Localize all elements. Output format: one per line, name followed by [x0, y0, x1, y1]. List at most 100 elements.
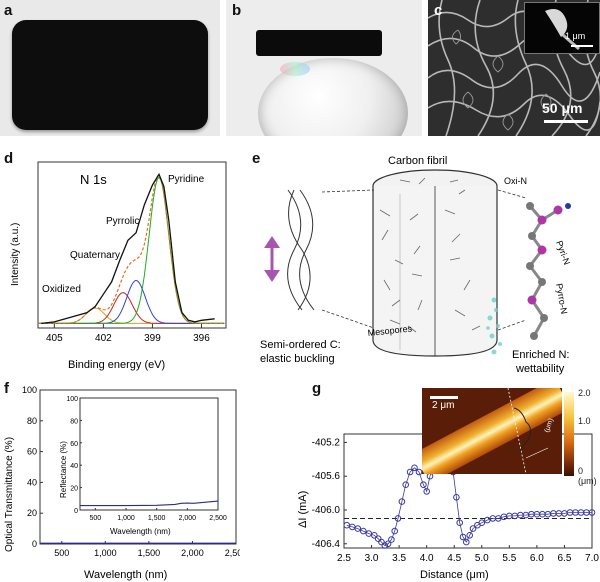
- sem-scale-text: 50 μm: [542, 100, 583, 116]
- g-data-point: [360, 527, 367, 535]
- sample-bar-on-bubble: [256, 30, 382, 56]
- xps-label-pyridine: Pyridine: [168, 174, 205, 185]
- ribbon-caption-1: Semi-ordered C:: [260, 339, 341, 351]
- buckling-arrow: [264, 236, 280, 282]
- colorbar-tick-top: 2.0: [578, 388, 591, 398]
- g-xtick-label: 4.5: [447, 553, 461, 564]
- g-ytick-label: -406.0: [312, 505, 341, 516]
- enriched-n-caption-1: Enriched N:: [512, 349, 569, 361]
- trans-ytick-label: 80: [27, 416, 37, 426]
- refl-ytick-label: 40: [70, 463, 78, 470]
- fibril-schematic: Carbon fibril Semi-ordered C: elastic bu…: [260, 155, 572, 375]
- g-data-point: [463, 538, 470, 546]
- g-data-point: [381, 542, 389, 549]
- g-xtick-label: 7.0: [585, 553, 599, 564]
- bubble-rainbow-sheen: [280, 62, 310, 76]
- g-data-point: [374, 535, 382, 542]
- refl-xtick-label: 1,500: [148, 515, 166, 522]
- g-xtick-label: 6.0: [530, 553, 544, 564]
- water-droplets: [486, 297, 502, 355]
- panel-label-f: f: [4, 380, 9, 397]
- xps-xtick-label: 399: [144, 333, 161, 344]
- g-data-point: [469, 525, 477, 532]
- pyrro-n-label: Pyrro-N: [554, 283, 569, 315]
- carbon-fibril-cylinder: [372, 169, 498, 357]
- trans-xlabel: Wavelength (nm): [84, 569, 167, 581]
- refl-xtick-label: 500: [89, 515, 101, 522]
- trans-xtick-label: 1,500: [138, 548, 161, 558]
- g-data-point: [402, 481, 409, 488]
- trans-ytick-label: 0: [32, 539, 37, 549]
- refl-xlabel: Wavelength (nm): [110, 527, 171, 536]
- xps-envelope: [38, 174, 225, 324]
- sem-scale-bar: [544, 120, 588, 123]
- g-data-point: [456, 519, 463, 526]
- g-data-point: [588, 509, 596, 516]
- trans-xtick-label: 1,000: [94, 548, 117, 558]
- xps-label-quaternary: Quaternary: [70, 250, 120, 261]
- refl-ytick-label: 0: [74, 508, 78, 515]
- g-data-point: [478, 519, 486, 526]
- g-data-point: [415, 468, 423, 476]
- enriched-n-caption-2: wettability: [515, 363, 565, 375]
- g-xlabel: Distance (μm): [420, 569, 489, 581]
- pyri-n-label: Pyri-N: [554, 239, 572, 266]
- trans-ytick-label: 40: [27, 477, 37, 487]
- xps-raw-spectrum: [41, 172, 215, 325]
- refl-series-line: [80, 500, 219, 507]
- panel-c: 1 μm 50 μm: [428, 0, 600, 136]
- panel-b: [226, 0, 422, 136]
- trans-xtick-label: 500: [54, 548, 69, 558]
- panel-label-c: c: [434, 2, 443, 19]
- g-data-point: [453, 494, 460, 501]
- g-ytick-label: -406.4: [312, 539, 341, 550]
- refl-xtick-label: 1,000: [117, 515, 135, 522]
- refl-ytick-label: 80: [70, 418, 78, 425]
- schematic-title: Carbon fibril: [388, 155, 447, 167]
- g-data-point: [411, 464, 418, 472]
- g-data-point: [354, 525, 362, 532]
- afm-scale-bar: [430, 396, 458, 399]
- nitrogen-molecule: [497, 189, 571, 340]
- trans-ylabel: Optical Transmittance (%): [4, 437, 15, 552]
- g-xtick-label: 3.5: [392, 553, 406, 564]
- xps-xtick-label: 396: [193, 333, 210, 344]
- xps-xlabel: Binding energy (eV): [68, 359, 165, 371]
- g-data-point: [423, 488, 430, 495]
- g-data-point: [343, 521, 351, 529]
- ribbon-caption-2: elastic buckling: [260, 353, 335, 365]
- trans-ytick-label: 100: [22, 385, 37, 395]
- trans-frame: [39, 389, 237, 545]
- trans-xtick-label: 2,500: [225, 548, 240, 558]
- g-data-point: [384, 540, 392, 548]
- xps-label-pyrrolic: Pyrrolic: [106, 216, 139, 227]
- g-data-point: [391, 527, 398, 535]
- conductance-chart: 2.5 3.0 3.5 4.0 4.5 5.0 5.5 6.0 6.5 7.0 -405.2 -405…: [297, 433, 599, 581]
- g-xtick-label: 6.5: [557, 553, 571, 564]
- panel-label-b: b: [232, 2, 242, 19]
- refl-ytick-label: 60: [70, 441, 78, 448]
- trans-xtick-label: 2,000: [181, 548, 204, 558]
- transmittance-chart: 500 1,000 1,500 2,000 2,500 0 20 40 60 80 100 500 1,…: [4, 385, 240, 581]
- g-data-point: [388, 536, 395, 543]
- afm-colorbar: [564, 392, 574, 476]
- sem-inset-scale-text: 1 μm: [565, 31, 586, 41]
- trans-ytick-label: 60: [27, 447, 37, 457]
- g-xtick-label: 2.5: [337, 553, 351, 564]
- sem-inset: 1 μm: [524, 2, 600, 54]
- xps-label-oxidized: Oxidized: [42, 284, 81, 295]
- g-xtick-label: 5.5: [502, 553, 516, 564]
- g-series-line: [346, 445, 592, 546]
- panel-label-g: g: [312, 380, 322, 397]
- g-xtick-label: 3.0: [365, 553, 379, 564]
- g-ytick-label: -405.2: [312, 437, 341, 448]
- panel-label-d: d: [4, 150, 14, 167]
- afm-profile-line: [507, 388, 549, 474]
- afm-inset: 2 μm (μm): [422, 388, 562, 474]
- xps-xtick-label: 405: [46, 333, 63, 344]
- xps-ylabel: Intensity (a.u.): [10, 223, 21, 286]
- g-data-point: [394, 515, 402, 522]
- sample-photo-black-block: [12, 20, 208, 130]
- g-data-point: [398, 498, 406, 505]
- g-ylabel: ΔI (mA): [297, 491, 309, 528]
